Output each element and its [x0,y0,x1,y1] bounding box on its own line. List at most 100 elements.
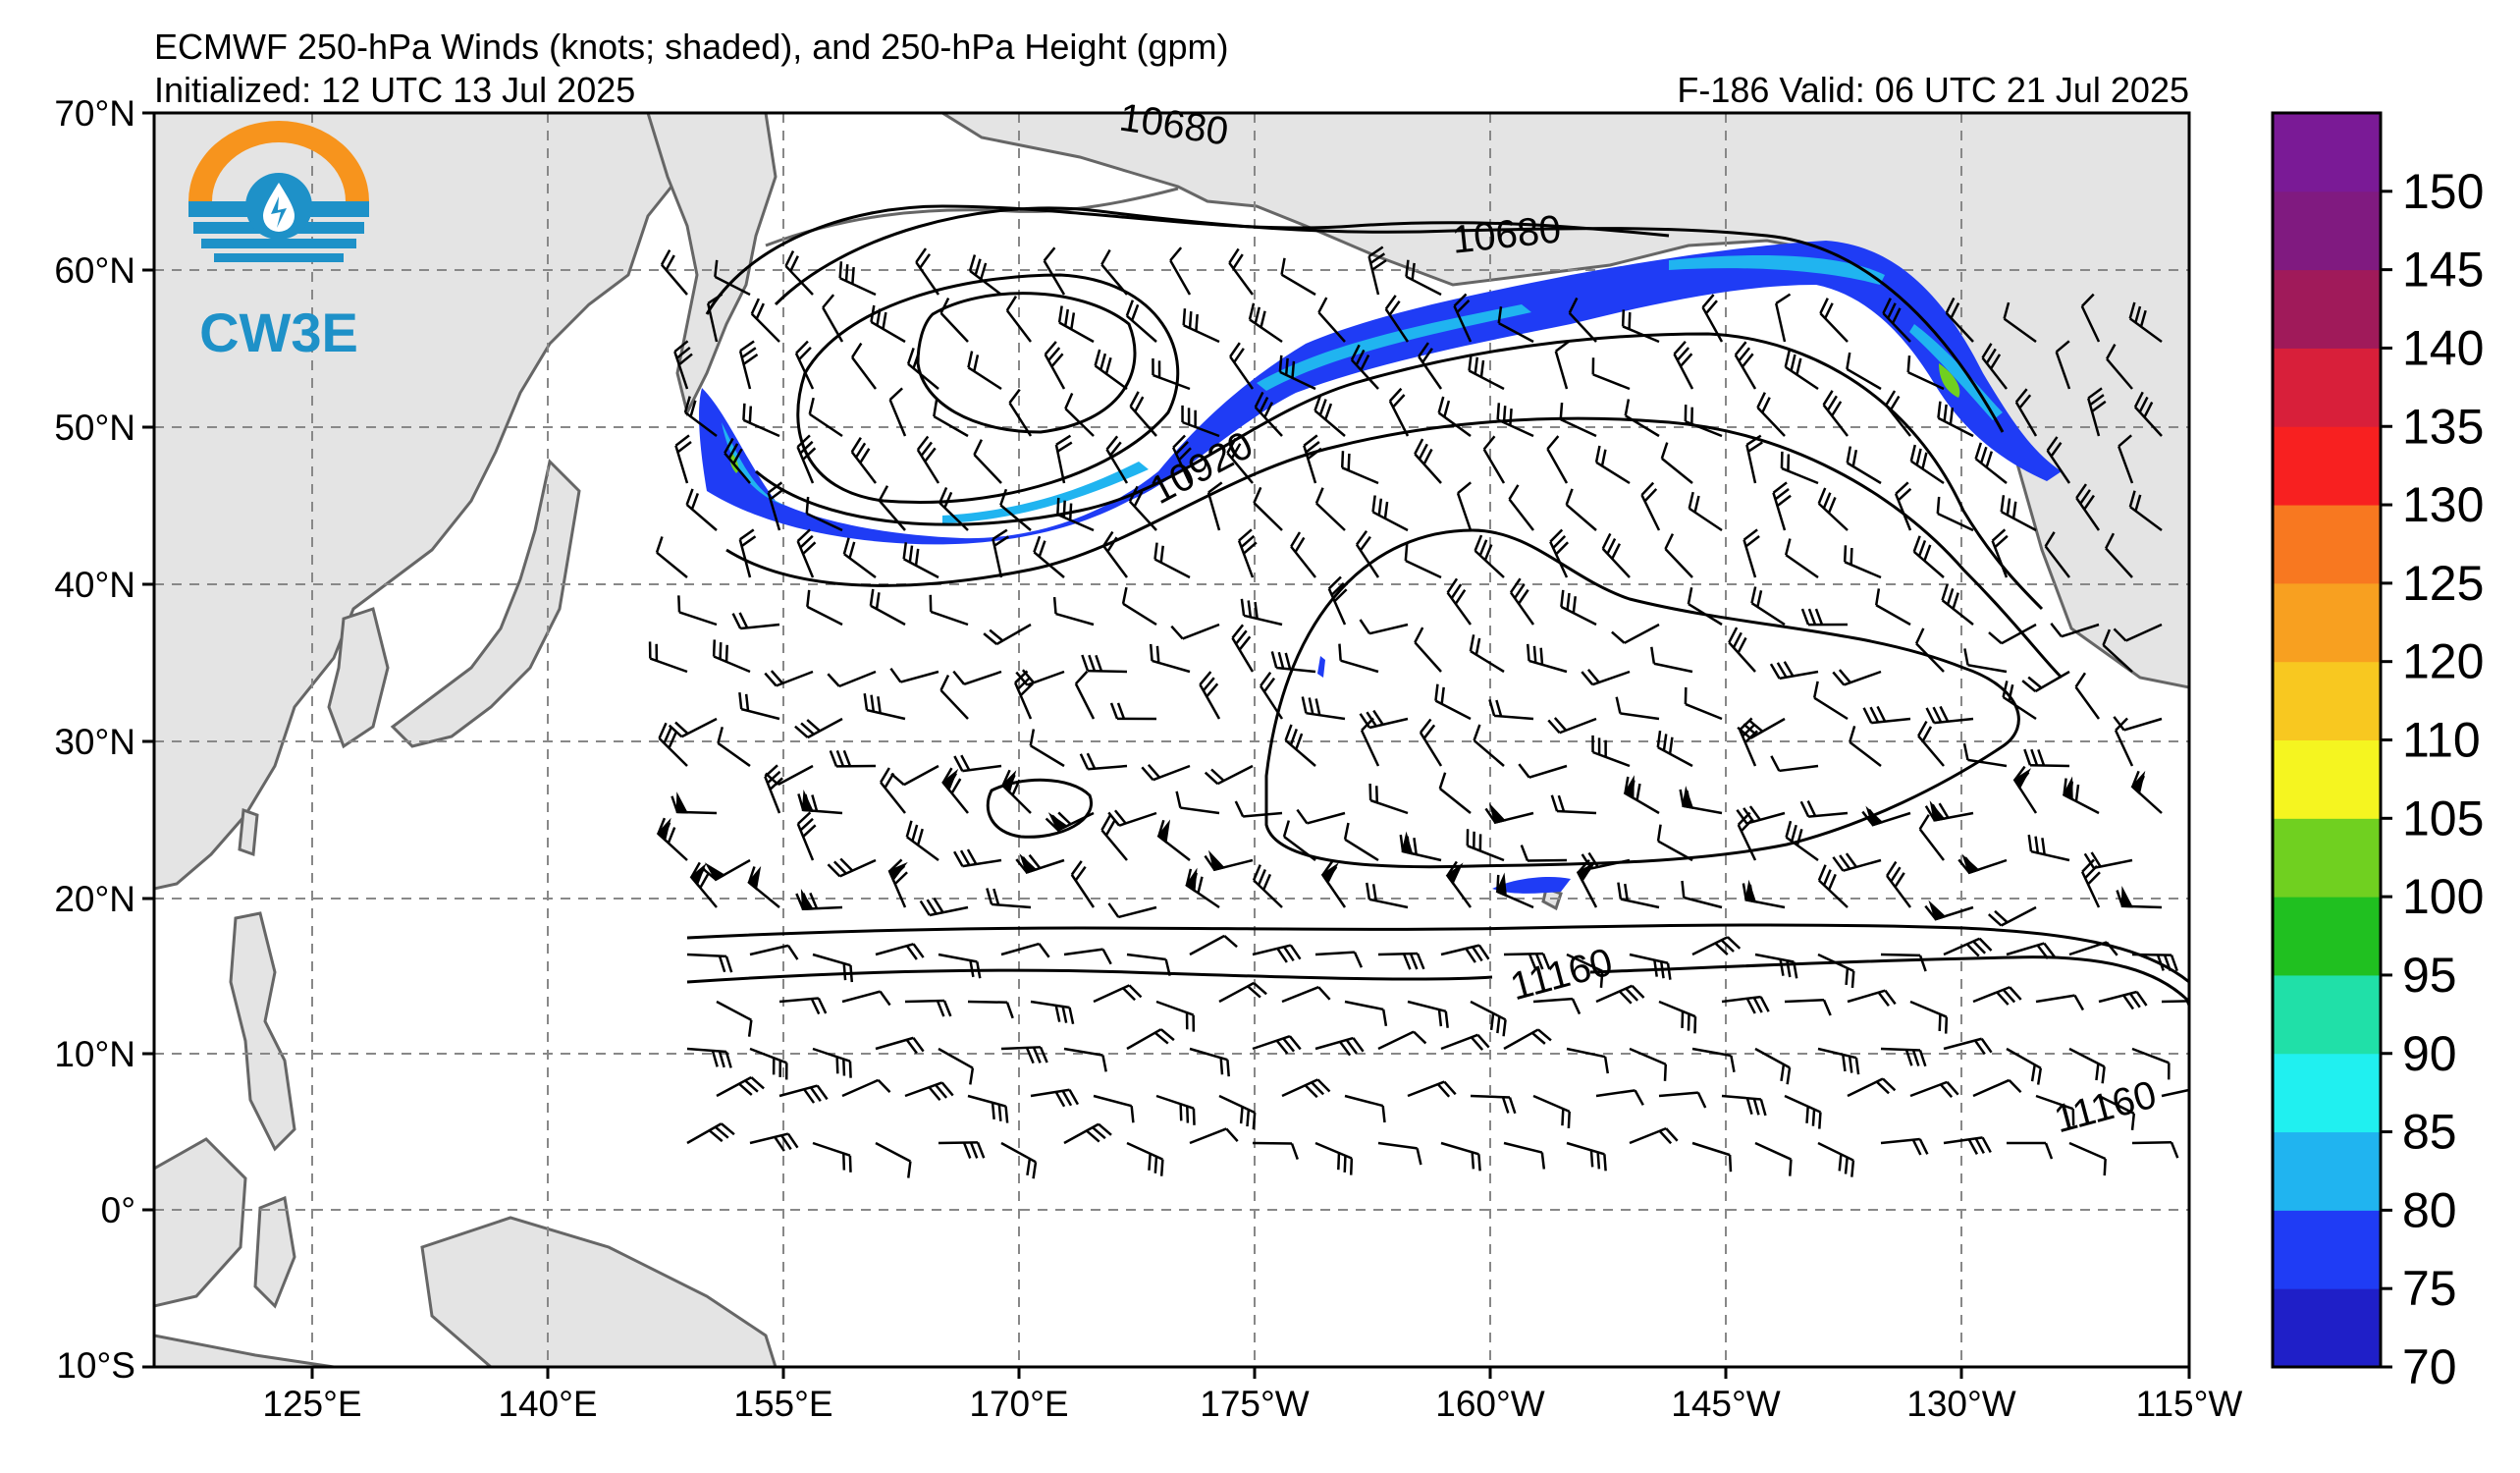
asia-landmass [154,113,709,891]
wind-barb [1171,434,1192,484]
wind-barb [1591,357,1631,391]
wind-barb [1057,305,1095,344]
wind-barb [2021,670,2070,693]
wind-barb [1204,764,1254,786]
wind-barb [1218,981,1267,1004]
wind-barb [1437,396,1472,438]
wind-barb [1045,811,1095,833]
wind-barb [1885,390,1911,437]
wind-barb [1737,811,1757,861]
wind-barb [838,261,877,297]
wind-barb [1121,586,1157,627]
wind-barb [2075,483,2101,531]
wind-barb [1344,1094,1386,1123]
wind-barb [1169,246,1192,296]
wind-barb [712,639,751,674]
wind-barb [1594,445,1631,485]
wind-barb [1945,297,1974,343]
wind-barb [1611,623,1660,644]
wind-barb [1912,535,1945,578]
wind-barb [875,943,925,960]
wind-barb [889,667,939,683]
wind-barb [1344,1000,1388,1026]
wind-barb [673,340,693,390]
wind-barb [1093,984,1143,1004]
wind-barb [1056,497,1095,532]
wind-barb [812,1141,852,1173]
lat-label: 50°N [54,408,135,448]
longitude-labels: 125°E 140°E 155°E 170°E 175°W 160°W 145°… [262,1384,2242,1424]
logo-text: CW3E [199,301,358,363]
wind-barbs [648,246,2189,1179]
wind-barb [1013,670,1034,720]
wind-barb [1559,402,1597,438]
wind-barb [1109,702,1157,721]
logo-drop-icon [263,183,295,232]
wind-barb [778,1084,829,1104]
wind-barb [1152,357,1191,391]
wind-barb [738,528,757,578]
colorbar-label: 125 [2402,556,2484,611]
wind-barb [1063,1122,1112,1145]
wind-barb [880,767,906,814]
wind-barb [1937,401,1974,438]
wind-barb [1962,742,2008,768]
initialized-time: Initialized: 12 UTC 13 Jul 2025 [154,70,635,110]
wind-barb [1399,831,1442,862]
wind-barb [1240,598,1283,627]
wind-barb [1260,672,1284,720]
wind-barb [827,670,877,688]
wind-barb [1941,583,1974,626]
lat-label: 0° [101,1190,135,1230]
wind-barb [1064,392,1095,437]
wind-barb [1228,247,1255,296]
wind-barb [904,1081,954,1102]
wind-barb [2012,765,2038,814]
colorbar-label: 130 [2402,477,2484,532]
wind-barb [658,722,688,767]
wind-barb [1909,1080,1959,1099]
wind-barb [2113,623,2163,642]
wind-barb [1278,355,1316,391]
wind-barb [1817,1141,1855,1177]
height-contours [686,204,2189,1004]
wind-barb [1849,725,1882,767]
wind-barb [1560,589,1597,627]
wind-barb [1063,948,1112,965]
colorbar-label: 105 [2402,791,2484,846]
wind-barb [2023,748,2070,768]
wind-barb [1756,392,1786,437]
wind-barb [2114,717,2134,767]
wind-barb [1081,654,1128,674]
wind-barb [1819,298,1849,343]
wind-barb [1340,451,1379,485]
wind-barb [1691,1141,1733,1173]
wind-barb [1684,686,1723,721]
wind-barb [1229,342,1255,390]
graticule [154,113,2189,1367]
wind-barb [916,435,940,484]
wind-barb [1284,724,1316,767]
wind-barb [1621,309,1660,344]
wind-barb [1817,953,1855,989]
wind-barb [1554,340,1571,390]
jet-patch-small [1317,656,1325,678]
wind-barb [992,528,1010,578]
wind-barb [1691,1047,1736,1073]
wind-barb [795,889,843,911]
wind-barb [1832,852,1882,872]
wind-barb [724,437,751,484]
wind-barb [1317,297,1346,343]
contour-10920 [755,332,2044,611]
wind-barb [749,1132,799,1152]
wind-barb [764,670,814,687]
wind-barb [1615,696,1660,721]
wind-barb [1359,619,1409,635]
wind-barb [1469,634,1505,674]
wind-barb [767,481,785,531]
wind-barb [1252,1141,1299,1161]
wind-barb [1547,717,1597,735]
wind-barb [2035,1094,2075,1126]
wind-barb [1314,394,1346,437]
contour-subtropical-high [1264,528,2020,869]
